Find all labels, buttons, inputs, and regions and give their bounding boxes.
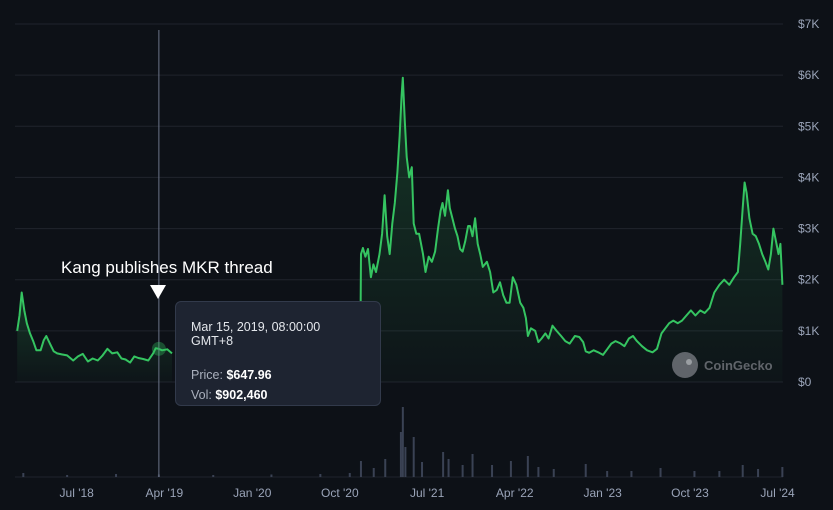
volume-bar bbox=[630, 471, 633, 477]
tooltip-date: Mar 15, 2019, 08:00:00 GMT+8 bbox=[191, 320, 321, 348]
tooltip-price-label: Price: bbox=[191, 368, 223, 382]
price-line-2020-2024 bbox=[358, 76, 784, 358]
y-tick-label: $5K bbox=[798, 119, 819, 133]
y-tick-label: $1K bbox=[798, 324, 819, 338]
volume-bar bbox=[781, 467, 784, 477]
x-tick-label: Oct '20 bbox=[321, 486, 359, 500]
tooltip-volume-value: $902,460 bbox=[215, 388, 268, 402]
volume-bar bbox=[693, 471, 696, 477]
volume-bar bbox=[757, 469, 760, 477]
price-area-2020-2024 bbox=[359, 77, 783, 382]
volume-bar bbox=[537, 467, 540, 477]
volume-bar bbox=[319, 474, 322, 477]
volume-bar bbox=[359, 461, 362, 477]
volume-bar bbox=[270, 474, 273, 477]
tooltip-volume-row: Vol: $902,460 bbox=[191, 388, 365, 402]
volume-bar bbox=[115, 474, 118, 477]
coingecko-logo-icon bbox=[672, 352, 698, 378]
volume-bar bbox=[22, 473, 25, 477]
tooltip-volume-label: Vol: bbox=[191, 388, 212, 402]
volume-bar bbox=[404, 447, 407, 477]
y-tick-label: $4K bbox=[798, 170, 819, 184]
volume-bar bbox=[659, 468, 662, 477]
price-tooltip: Mar 15, 2019, 08:00:00 GMT+8 Price: $647… bbox=[175, 301, 381, 406]
volume-bar bbox=[442, 452, 445, 477]
price-area-2018-2019 bbox=[17, 292, 173, 382]
x-tick-label: Jul '21 bbox=[410, 486, 445, 500]
x-tick-label: Oct '23 bbox=[671, 486, 709, 500]
event-annotation-label: Kang publishes MKR thread bbox=[61, 258, 273, 277]
volume-bar bbox=[401, 407, 404, 477]
volume-bar bbox=[718, 471, 721, 477]
tooltip-price-value: $647.96 bbox=[226, 368, 272, 382]
volume-bar bbox=[741, 465, 744, 477]
volume-bar bbox=[447, 459, 450, 477]
y-tick-label: $6K bbox=[798, 68, 819, 82]
x-tick-label: Apr '22 bbox=[496, 486, 534, 500]
volume-bar bbox=[66, 475, 69, 477]
annotation-arrow-icon bbox=[150, 285, 166, 299]
y-tick-label: $0 bbox=[798, 375, 812, 389]
watermark-text: CoinGecko bbox=[704, 357, 773, 373]
y-tick-label: $7K bbox=[798, 17, 819, 31]
price-line-2018-2019 bbox=[16, 291, 173, 364]
coingecko-watermark: CoinGecko bbox=[672, 352, 773, 378]
volume-bar bbox=[372, 468, 375, 477]
tooltip-price-row: Price: $647.96 bbox=[191, 368, 365, 382]
volume-bar bbox=[461, 465, 464, 477]
volume-bar bbox=[552, 469, 555, 477]
volume-bar bbox=[509, 461, 512, 477]
y-tick-label: $2K bbox=[798, 273, 819, 287]
volume-bar bbox=[606, 471, 609, 477]
x-tick-label: Apr '19 bbox=[145, 486, 183, 500]
x-tick-label: Jan '20 bbox=[233, 486, 272, 500]
volume-bar bbox=[399, 432, 402, 477]
x-tick-label: Jul '18 bbox=[60, 486, 95, 500]
volume-bar bbox=[471, 454, 474, 477]
volume-bar bbox=[212, 475, 215, 477]
volume-bar bbox=[348, 473, 351, 477]
x-tick-label: Jul '24 bbox=[760, 486, 795, 500]
volume-bar bbox=[584, 464, 587, 477]
hover-marker bbox=[151, 341, 166, 356]
volume-bar bbox=[384, 459, 387, 477]
volume-bar bbox=[526, 456, 529, 477]
x-tick-label: Jan '23 bbox=[584, 486, 623, 500]
volume-bar bbox=[491, 465, 494, 477]
y-tick-label: $3K bbox=[798, 222, 819, 236]
volume-bar bbox=[412, 437, 415, 477]
volume-bar bbox=[421, 462, 424, 477]
